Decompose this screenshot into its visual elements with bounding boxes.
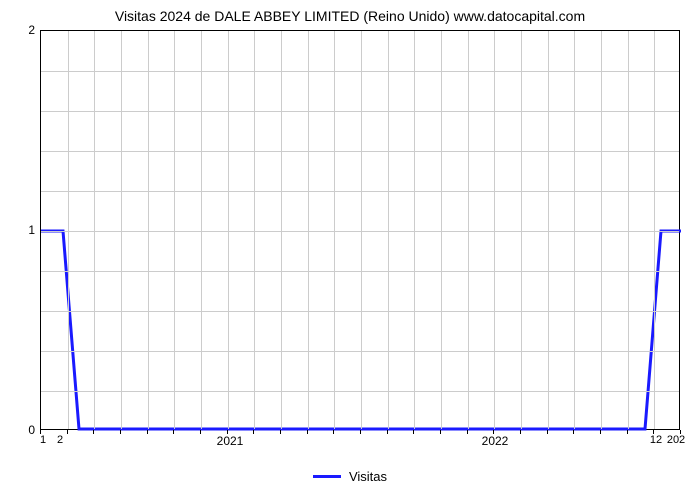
gridline-v	[601, 31, 602, 429]
plot-area	[40, 30, 680, 430]
gridline-v	[254, 31, 255, 429]
gridline-v	[388, 31, 389, 429]
xtick-mark	[333, 430, 334, 434]
gridline-v	[121, 31, 122, 429]
xtick-right-2: 202	[667, 434, 685, 446]
legend-label: Visitas	[349, 469, 387, 484]
xtick-mark	[67, 430, 68, 434]
xtick-mark	[467, 430, 468, 434]
xtick-mark	[547, 430, 548, 434]
gridline-v	[628, 31, 629, 429]
gridline-h	[41, 191, 679, 192]
gridline-h	[41, 151, 679, 152]
xtick-mark	[253, 430, 254, 434]
xtick-left-1: 1	[40, 434, 46, 446]
gridline-v	[361, 31, 362, 429]
xtick-mark	[653, 430, 654, 434]
gridline-h	[41, 271, 679, 272]
gridline-v	[441, 31, 442, 429]
xtick-mark	[387, 430, 388, 434]
xtick-mark	[360, 430, 361, 434]
xtick-left-2: 2	[57, 434, 63, 446]
xtick-mark	[200, 430, 201, 434]
gridline-v	[68, 31, 69, 429]
xtick-mark	[627, 430, 628, 434]
xtick-2021: 2021	[217, 434, 244, 448]
gridline-v	[468, 31, 469, 429]
xtick-mark	[440, 430, 441, 434]
gridline-v	[201, 31, 202, 429]
gridline-v	[148, 31, 149, 429]
gridline-v	[308, 31, 309, 429]
xtick-mark	[173, 430, 174, 434]
chart-title: Visitas 2024 de DALE ABBEY LIMITED (Rein…	[0, 8, 700, 24]
xtick-mark	[147, 430, 148, 434]
xtick-mark	[520, 430, 521, 434]
xtick-2022: 2022	[482, 434, 509, 448]
ytick-1: 1	[28, 223, 35, 237]
legend: Visitas	[0, 465, 700, 484]
gridline-v	[94, 31, 95, 429]
gridline-h	[41, 351, 679, 352]
xtick-mark	[280, 430, 281, 434]
xtick-mark	[307, 430, 308, 434]
gridline-v	[654, 31, 655, 429]
gridline-v	[228, 31, 229, 429]
xtick-mark	[227, 430, 228, 434]
xtick-mark	[93, 430, 94, 434]
xtick-mark	[680, 430, 681, 434]
gridline-h	[41, 311, 679, 312]
gridline-h	[41, 71, 679, 72]
gridline-v	[548, 31, 549, 429]
xtick-mark	[493, 430, 494, 434]
gridline-v	[414, 31, 415, 429]
ytick-0: 0	[28, 423, 35, 437]
legend-swatch	[313, 475, 341, 478]
chart-container: Visitas 2024 de DALE ABBEY LIMITED (Rein…	[0, 0, 700, 500]
xtick-mark	[120, 430, 121, 434]
gridline-v	[281, 31, 282, 429]
gridline-h	[41, 111, 679, 112]
gridline-h	[41, 391, 679, 392]
gridline-v	[174, 31, 175, 429]
gridline-v	[574, 31, 575, 429]
gridline-v	[494, 31, 495, 429]
xtick-mark	[413, 430, 414, 434]
ytick-2: 2	[28, 23, 35, 37]
xtick-mark	[600, 430, 601, 434]
gridline-v	[521, 31, 522, 429]
xtick-mark	[40, 430, 41, 434]
xtick-mark	[573, 430, 574, 434]
gridline-v	[334, 31, 335, 429]
xtick-right-1: 12	[650, 434, 662, 446]
legend-item-visitas: Visitas	[313, 469, 387, 484]
gridline-h	[41, 231, 679, 232]
